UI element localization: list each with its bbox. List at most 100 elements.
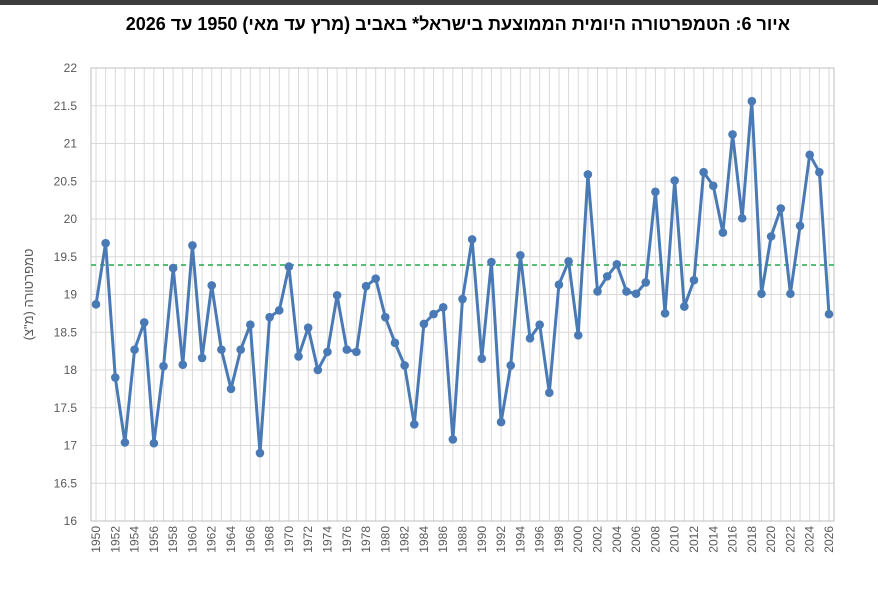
y-tick-label: 19 — [64, 288, 78, 302]
data-point — [602, 272, 612, 281]
y-tick-label: 16 — [64, 514, 78, 528]
data-point — [188, 241, 197, 250]
x-tick-label: 1986 — [436, 526, 450, 553]
y-tick-label: 20 — [64, 212, 78, 226]
data-point — [101, 238, 110, 248]
x-tick-label: 1996 — [533, 526, 547, 553]
x-tick-label: 1994 — [513, 526, 527, 553]
y-tick-label: 22 — [64, 61, 78, 75]
y-tick-label: 18.5 — [54, 325, 78, 339]
x-tick-label: 1954 — [128, 526, 142, 553]
data-point — [323, 347, 332, 357]
data-point — [110, 373, 120, 382]
data-point — [815, 167, 824, 177]
data-point — [274, 306, 284, 315]
data-point — [149, 438, 159, 448]
data-point — [776, 204, 786, 213]
data-point — [496, 417, 506, 427]
data-point — [545, 388, 554, 397]
data-point — [766, 232, 776, 241]
x-tick-label: 1990 — [475, 526, 489, 553]
data-point — [631, 289, 641, 299]
x-tick-label: 1982 — [398, 526, 412, 553]
data-point — [438, 303, 448, 312]
y-tick-label: 17.5 — [54, 401, 78, 415]
data-point — [516, 250, 525, 260]
y-tick-label: 16.5 — [54, 476, 78, 490]
data-point — [139, 318, 149, 327]
plot-frame — [90, 67, 835, 522]
data-point — [178, 360, 188, 370]
x-tick-label: 1972 — [301, 526, 315, 553]
data-point — [660, 309, 670, 318]
x-tick-label: 2016 — [726, 526, 740, 553]
data-point — [583, 170, 593, 179]
data-point — [824, 309, 834, 319]
data-point — [728, 130, 737, 139]
data-point — [737, 213, 747, 223]
data-point — [390, 338, 400, 348]
x-tick-label: 2004 — [610, 526, 624, 553]
data-point — [506, 361, 516, 370]
series-group — [91, 96, 834, 458]
data-point — [409, 420, 419, 429]
x-tick-label: 1952 — [108, 526, 122, 553]
top-border — [0, 0, 878, 5]
data-point — [795, 221, 805, 231]
y-tick-label: 21.5 — [54, 99, 78, 113]
chart-title-area: איור 6: הטמפרטורה היומית הממוצעת בישראל*… — [0, 14, 878, 44]
data-point — [670, 176, 679, 185]
x-tick-label: 1988 — [456, 526, 470, 553]
x-tick-label: 1970 — [282, 526, 296, 553]
x-tick-label: 2010 — [668, 526, 682, 553]
x-tick-label: 1974 — [320, 526, 334, 553]
data-point — [467, 235, 477, 244]
x-tick-label: 1998 — [552, 526, 566, 553]
data-point — [352, 347, 361, 357]
data-point — [332, 290, 342, 300]
x-tick-label: 2022 — [783, 526, 797, 553]
data-point — [699, 167, 708, 177]
data-point — [371, 274, 380, 283]
x-tick-label: 2000 — [571, 526, 585, 553]
data-point — [419, 319, 429, 329]
x-tick-label: 1962 — [205, 526, 219, 553]
data-point — [303, 323, 313, 333]
data-point — [651, 187, 660, 197]
x-tick-label: 1984 — [417, 526, 431, 553]
data-point — [535, 320, 544, 330]
data-point — [120, 438, 130, 447]
x-tick-label: 2014 — [706, 526, 720, 553]
x-tick-label: 1976 — [340, 526, 354, 553]
x-tick-label: 1956 — [147, 526, 161, 553]
data-point — [757, 289, 766, 299]
data-point — [294, 352, 303, 361]
y-axis-title: טמפרטורה (מ"צ) — [21, 249, 36, 341]
data-point — [265, 312, 274, 322]
x-tick-label: 2026 — [822, 526, 836, 553]
x-tick-label: 1978 — [359, 526, 373, 553]
data-point — [747, 96, 757, 106]
y-axis-ticks: 22 21.5 21 20.5 20 19.5 19 18.5 18 17.5 17 16.5 16 — [54, 61, 78, 528]
x-tick-label: 1950 — [89, 526, 103, 553]
data-point — [708, 181, 718, 191]
x-tick-label: 2020 — [764, 526, 778, 553]
y-tick-label: 21 — [64, 137, 78, 151]
data-point — [612, 260, 622, 269]
chart-title: איור 6: הטמפרטורה היומית הממוצעת בישראל*… — [125, 14, 790, 34]
x-tick-label: 2018 — [745, 526, 759, 553]
data-point — [400, 361, 409, 370]
data-point — [680, 302, 689, 311]
data-point — [226, 384, 236, 394]
x-tick-label: 2008 — [648, 526, 662, 553]
x-tick-label: 2024 — [803, 526, 817, 553]
data-point — [622, 287, 631, 296]
x-tick-label: 2006 — [629, 526, 643, 553]
data-point — [593, 287, 602, 296]
data-point — [448, 435, 458, 444]
data-point — [381, 312, 390, 322]
y-tick-label: 20.5 — [54, 174, 78, 188]
data-point — [168, 263, 178, 273]
y-tick-label: 19.5 — [54, 250, 78, 264]
data-point — [458, 294, 467, 304]
